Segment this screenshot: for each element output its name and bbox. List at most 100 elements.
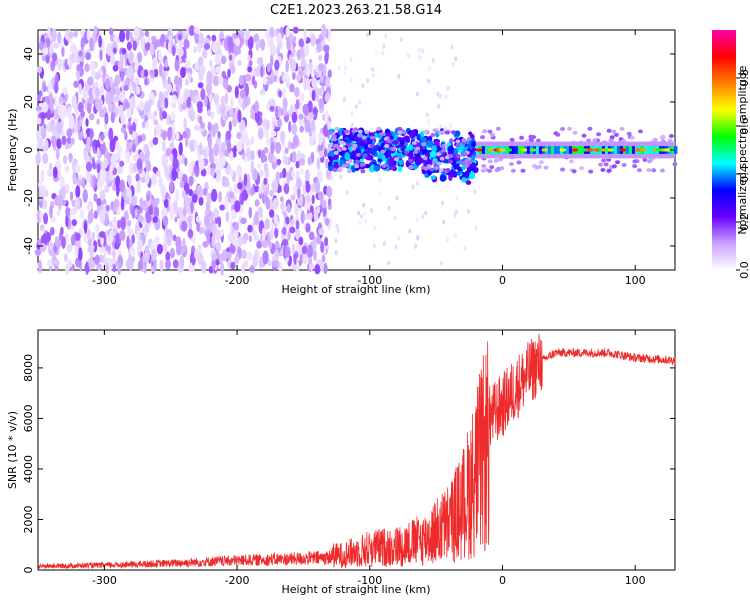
spectrogram-cell bbox=[298, 158, 305, 166]
spectrogram-cell bbox=[94, 72, 101, 80]
spectrogram-cell bbox=[205, 231, 210, 240]
spectrogram-cell bbox=[83, 132, 87, 140]
spectrogram-cell bbox=[446, 85, 450, 91]
colorbar-tick-label: 0.0 bbox=[738, 261, 750, 279]
spectrogram-cell bbox=[439, 174, 447, 182]
spectrogram-cell bbox=[553, 146, 558, 154]
snr-x-tick: -200 bbox=[225, 330, 250, 587]
spectrogram-cell bbox=[241, 129, 248, 139]
spectrogram-cell bbox=[289, 58, 297, 72]
spectrogram-cell bbox=[272, 156, 277, 164]
spectrogram-cell bbox=[327, 161, 333, 167]
spectrogram-cell bbox=[603, 162, 609, 167]
spectrogram-cell bbox=[313, 249, 318, 261]
spectrogram-cell bbox=[281, 226, 287, 236]
spectrogram-cell bbox=[108, 127, 114, 142]
spectrogram-cell bbox=[123, 84, 129, 92]
spectrogram-cell bbox=[550, 146, 555, 154]
spectrogram-cell bbox=[323, 262, 328, 275]
spectrogram-cell bbox=[423, 166, 429, 171]
spectrogram-cell bbox=[134, 208, 138, 218]
spectrogram-cell bbox=[187, 215, 192, 224]
spectrogram-cell bbox=[52, 52, 58, 62]
spectrogram-cell bbox=[234, 200, 241, 213]
spectrogram-cell bbox=[68, 152, 72, 164]
spectrogram-cell bbox=[399, 139, 405, 146]
spectrogram-cell bbox=[380, 149, 386, 154]
spectrogram-cell bbox=[274, 59, 280, 71]
spectrogram-cell bbox=[424, 210, 428, 216]
spectrogram-cell bbox=[76, 70, 80, 82]
chart-title: C2E1.2023.263.21.58.G14 bbox=[270, 3, 442, 18]
spectrogram-cell bbox=[398, 159, 404, 166]
spectrogram-cell bbox=[217, 130, 221, 139]
spectrogram-cell bbox=[175, 188, 180, 203]
spectrogram-cell bbox=[289, 83, 295, 93]
spectrogram-cell bbox=[113, 32, 118, 45]
spectrogram-cell bbox=[274, 105, 279, 119]
spectrogram-cell bbox=[421, 142, 427, 147]
snr-y-tick-label: 8000 bbox=[22, 354, 35, 382]
spectrogram-cell bbox=[370, 146, 378, 154]
spectrogram-cell bbox=[303, 78, 308, 91]
spectrogram-cell bbox=[273, 74, 278, 83]
spectrogram-x-tick: 100 bbox=[625, 30, 646, 287]
spectrogram-cell bbox=[61, 236, 66, 249]
spectrogram-cell bbox=[206, 70, 213, 85]
spectrogram-cell bbox=[143, 50, 148, 57]
spectrogram-cell bbox=[482, 166, 488, 171]
spectrogram-cell bbox=[376, 126, 382, 131]
spectrogram-cell bbox=[189, 109, 196, 122]
spectrogram-cell bbox=[417, 48, 421, 54]
spectrogram-cell bbox=[283, 183, 290, 195]
spectrogram-cell bbox=[137, 135, 143, 144]
spectrogram-cell bbox=[345, 139, 352, 144]
spectrogram-cell bbox=[613, 132, 619, 137]
spectrogram-cell bbox=[44, 231, 52, 243]
spectrogram-cell bbox=[615, 160, 621, 165]
spectrogram-cell bbox=[64, 252, 68, 262]
snr-x-tick-label: 100 bbox=[625, 574, 646, 587]
spectrogram-cell bbox=[436, 145, 441, 150]
spectrogram-cell bbox=[137, 239, 143, 249]
spectrogram-cell bbox=[291, 151, 297, 163]
spectrogram-cell bbox=[74, 232, 81, 241]
spectrogram-cell bbox=[99, 209, 106, 224]
colorbar-ticks: 0.0 0.2 0.4 0.6 0.8 bbox=[736, 69, 750, 279]
spectrogram-cell bbox=[257, 127, 264, 140]
spectrogram-cell bbox=[327, 28, 332, 42]
colorbar-tick-label: 0.8 bbox=[738, 69, 750, 87]
spectrogram-cell bbox=[509, 137, 515, 142]
spectrogram-cell bbox=[292, 70, 296, 81]
spectrogram-cell bbox=[174, 75, 179, 86]
spectrogram-cell bbox=[243, 96, 249, 109]
spectrogram-cell bbox=[218, 76, 224, 86]
spectrogram-cell bbox=[108, 27, 114, 36]
spectrogram-cell bbox=[263, 177, 268, 185]
spectrogram-cell bbox=[520, 148, 528, 152]
spectrogram-cell bbox=[262, 119, 268, 128]
spectrogram-cell bbox=[159, 259, 164, 273]
spectrogram-cell bbox=[448, 154, 454, 159]
spectrogram-cell bbox=[276, 158, 282, 166]
spectrogram-cell bbox=[161, 139, 166, 153]
spectrogram-cell bbox=[646, 146, 651, 154]
spectrogram-cell bbox=[115, 233, 120, 247]
spectrogram-cell bbox=[156, 243, 163, 255]
spectrogram-cell bbox=[54, 259, 60, 267]
spectrogram-cell bbox=[259, 56, 264, 66]
spectrogram-cell bbox=[529, 148, 537, 152]
spectrogram-cell bbox=[439, 124, 443, 130]
spectrogram-cell bbox=[103, 253, 107, 267]
spectrogram-cell bbox=[217, 216, 222, 228]
spectrogram-cell bbox=[251, 75, 256, 86]
spectrogram-cell bbox=[39, 243, 47, 253]
spectrogram-cell bbox=[304, 119, 311, 132]
spectrogram-cell bbox=[322, 124, 329, 138]
spectrogram-cell bbox=[453, 212, 457, 218]
spectrogram-cell bbox=[70, 43, 77, 54]
spectrogram-cell bbox=[640, 148, 648, 152]
spectrogram-cell bbox=[337, 65, 341, 71]
spectrogram-cell bbox=[127, 176, 132, 187]
spectrogram-cell bbox=[314, 94, 320, 102]
